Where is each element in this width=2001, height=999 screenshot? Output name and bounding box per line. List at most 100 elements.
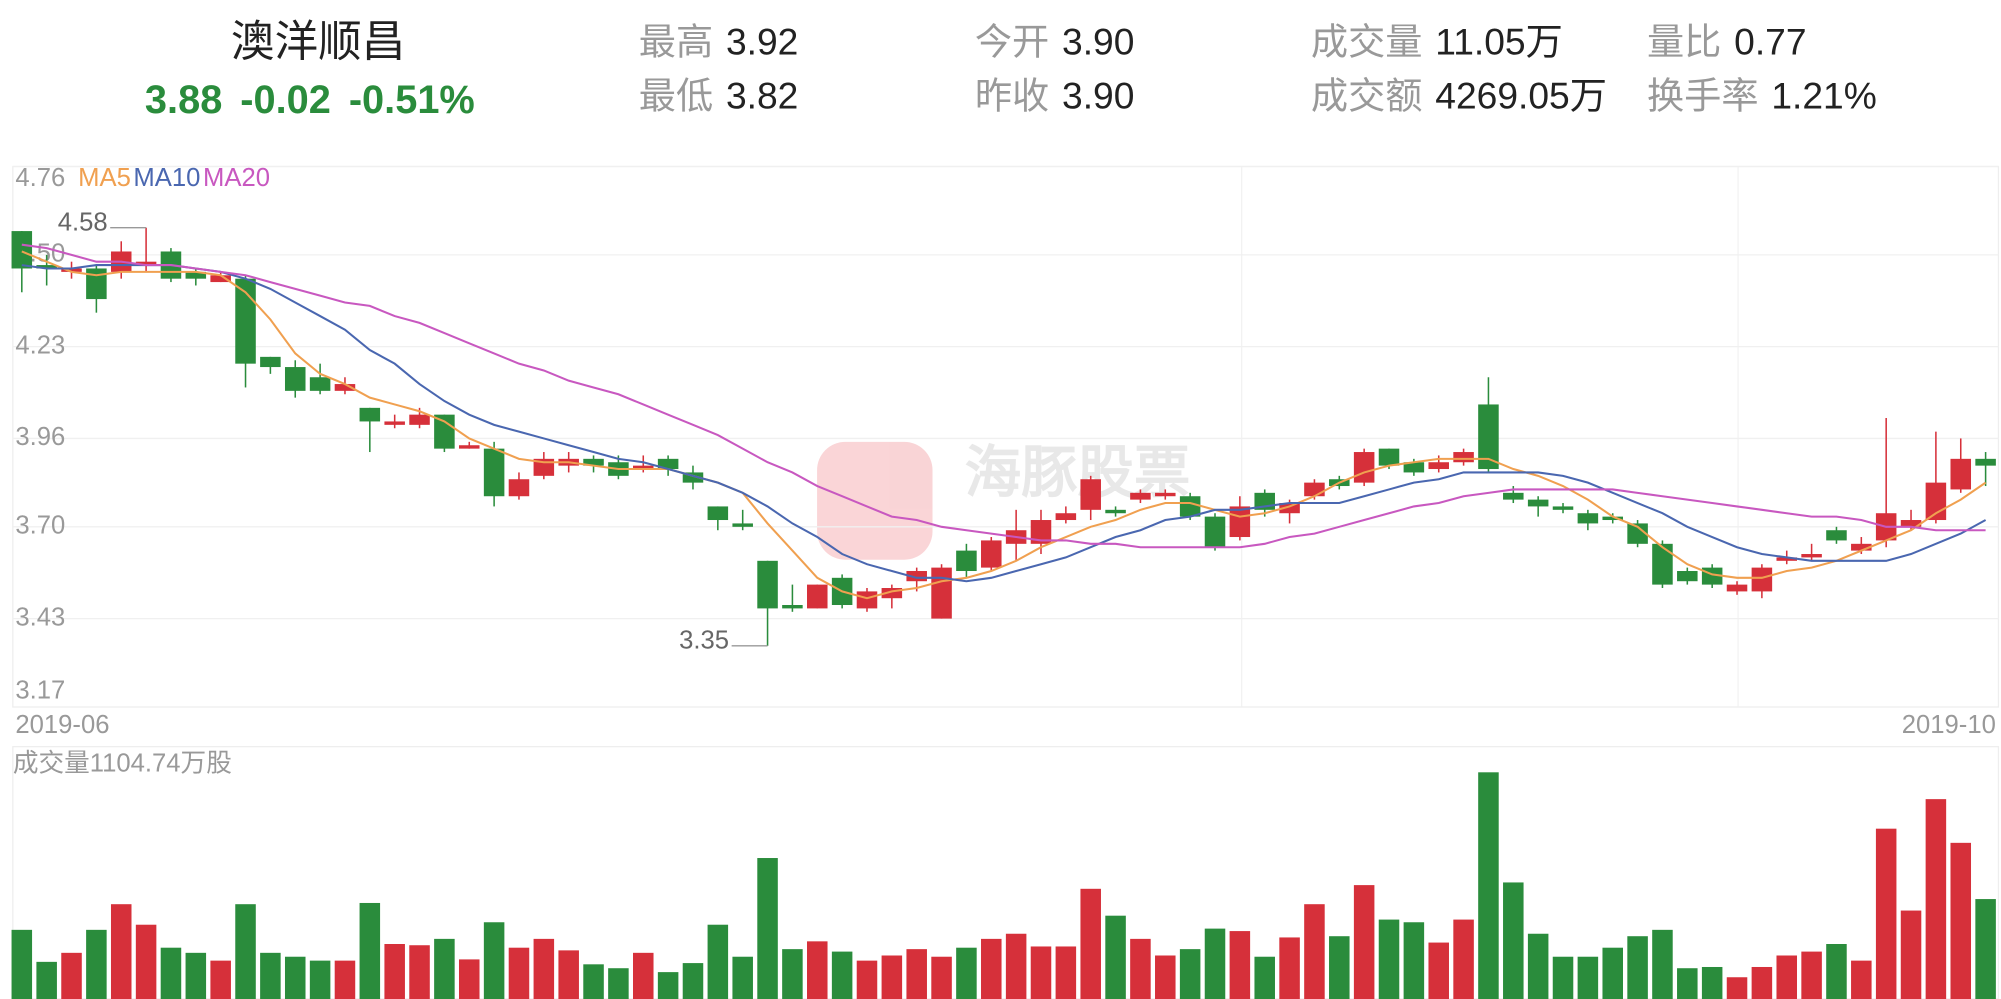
volume-title: 成交量1104.74万股 bbox=[13, 748, 232, 777]
volume-bar bbox=[558, 950, 579, 999]
candle-body bbox=[1627, 523, 1648, 544]
stock-name: 澳洋顺昌 bbox=[231, 18, 405, 66]
volume-bar bbox=[1353, 885, 1375, 999]
volume-bar bbox=[1503, 882, 1524, 999]
candle-body bbox=[135, 261, 157, 266]
candle-body bbox=[1478, 404, 1499, 470]
volume-bar bbox=[1801, 951, 1822, 999]
candle-body bbox=[260, 356, 281, 368]
volume-bar bbox=[110, 904, 132, 999]
volume-bar bbox=[1055, 946, 1077, 999]
volume-bar bbox=[434, 938, 455, 999]
stat-value: 3.92 bbox=[726, 21, 798, 63]
volume-bar bbox=[284, 956, 306, 999]
volume-bar bbox=[1776, 955, 1798, 999]
annotation: 4.58 bbox=[58, 209, 108, 237]
volume-bar bbox=[657, 972, 679, 999]
stat-value: 3.82 bbox=[726, 74, 798, 116]
volume-bar bbox=[36, 961, 57, 999]
candle-body bbox=[583, 458, 604, 466]
volume-bar bbox=[1378, 919, 1400, 999]
volume-bar bbox=[807, 941, 828, 999]
volume-bar bbox=[309, 960, 331, 999]
volume-bar bbox=[483, 922, 505, 999]
volume-bar bbox=[1304, 904, 1325, 999]
x-tick-label: 2019-06 bbox=[15, 711, 109, 739]
stat-value: 3.90 bbox=[1062, 74, 1134, 116]
candle-body bbox=[1751, 567, 1773, 592]
volume-bar bbox=[1602, 947, 1623, 999]
volume-bar bbox=[508, 947, 530, 999]
candle-body bbox=[1851, 543, 1872, 551]
candle-body bbox=[1080, 479, 1101, 510]
stat-value: 0.77 bbox=[1734, 21, 1806, 63]
ma-line bbox=[21, 264, 1987, 583]
price-change: -0.02 bbox=[240, 78, 331, 122]
price-row: 3.88 -0.02 -0.51% bbox=[145, 78, 475, 122]
volume-bar bbox=[1030, 946, 1052, 999]
volume-bar bbox=[1851, 960, 1872, 999]
volume-bar bbox=[1105, 915, 1126, 999]
volume-bar bbox=[1701, 966, 1723, 999]
volume-bar bbox=[1726, 977, 1748, 999]
candle-body bbox=[1602, 516, 1623, 521]
volume-bar bbox=[981, 938, 1002, 999]
volume-bar bbox=[881, 955, 903, 999]
volume-bar bbox=[160, 947, 182, 999]
y-tick-label: 3.70 bbox=[15, 512, 65, 540]
candle-body bbox=[856, 591, 878, 609]
candle-body bbox=[1527, 499, 1549, 507]
stat-label: 最高 bbox=[639, 21, 713, 63]
volume-bar bbox=[1453, 919, 1474, 999]
candle-body bbox=[881, 588, 903, 599]
candle-body bbox=[1652, 543, 1673, 585]
candle-body bbox=[633, 465, 654, 470]
candle-body bbox=[1776, 557, 1798, 561]
stat-label: 成交额 bbox=[1311, 74, 1423, 116]
candle-body bbox=[458, 445, 480, 449]
legend-entry: MA20 bbox=[203, 164, 270, 192]
volume-bar bbox=[608, 968, 629, 999]
candle-body bbox=[36, 265, 57, 269]
candle-body bbox=[384, 421, 405, 425]
candle-body bbox=[1677, 571, 1698, 582]
price-frame bbox=[12, 165, 2000, 708]
watermark-text: 海豚股票 bbox=[965, 440, 1191, 503]
volume-bar bbox=[1527, 933, 1549, 999]
volume-bar bbox=[1254, 956, 1275, 999]
volume-bar bbox=[1975, 899, 1996, 999]
candle-body bbox=[1130, 492, 1151, 500]
candle-body bbox=[757, 560, 778, 609]
candle-body bbox=[1204, 516, 1226, 548]
stat-label: 今开 bbox=[975, 21, 1049, 63]
annotation: 3.35 bbox=[679, 627, 729, 655]
candle-body bbox=[1801, 554, 1822, 558]
volume-bar bbox=[1229, 931, 1251, 999]
candle-body bbox=[657, 458, 679, 470]
price-change-pct: -0.51% bbox=[349, 78, 475, 122]
volume-bar bbox=[1751, 966, 1773, 999]
volume-bar bbox=[682, 963, 704, 999]
candle-body bbox=[906, 571, 927, 582]
volume-bar bbox=[1552, 956, 1574, 999]
x-tick-label: 2019-10 bbox=[1902, 711, 1996, 739]
volume-bar bbox=[61, 952, 82, 999]
stat-label: 换手率 bbox=[1647, 74, 1759, 116]
stat-label: 成交量 bbox=[1311, 21, 1423, 63]
volume-bar bbox=[1080, 888, 1101, 999]
volume-bar bbox=[707, 924, 729, 999]
volume-bar bbox=[1950, 842, 1972, 999]
candle-body bbox=[682, 472, 704, 483]
volume-bar bbox=[1005, 933, 1027, 999]
candle-body bbox=[61, 268, 82, 272]
stat-value: 4269.05万 bbox=[1435, 74, 1607, 116]
volume-bar bbox=[782, 949, 803, 999]
candle-body bbox=[1826, 530, 1847, 541]
stat-label: 昨收 bbox=[975, 74, 1049, 116]
candle-body bbox=[1378, 448, 1400, 466]
volume-bar bbox=[409, 945, 430, 999]
volume-bar bbox=[931, 956, 952, 999]
volume-bar bbox=[11, 929, 33, 999]
volume-bar bbox=[1478, 772, 1499, 999]
